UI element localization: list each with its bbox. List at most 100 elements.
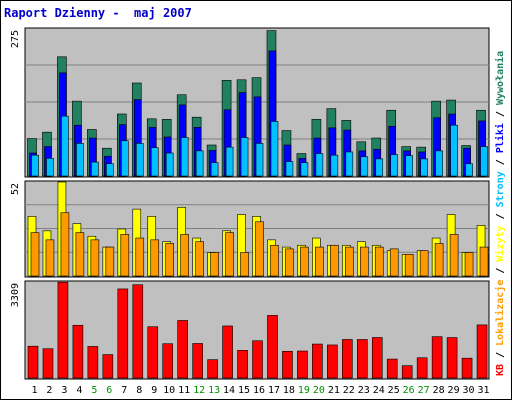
x-tick-label-day-7: 7: [121, 385, 127, 396]
bar-sites-day-22: [345, 246, 354, 277]
bar-kb-day-15: [237, 350, 248, 379]
y-max-label: 275: [10, 30, 21, 48]
legend-entry: KB: [495, 364, 506, 376]
bar-sites-day-23: [359, 246, 369, 277]
bar-kb-day-7: [117, 288, 129, 379]
bar-pages-day-1: [31, 154, 39, 177]
x-tick-label-day-6: 6: [106, 385, 112, 396]
bar-sites-day-14: [225, 232, 234, 277]
bar-kb-day-28: [431, 336, 443, 379]
bar-pages-day-7: [121, 140, 129, 177]
bar-kb-day-27: [416, 357, 428, 379]
bar-pages-day-24: [375, 158, 384, 177]
bar-kb-day-23: [356, 339, 368, 379]
bar-pages-day-18: [285, 161, 294, 177]
bar-kb-day-8: [132, 284, 144, 379]
bar-pages-day-31: [480, 146, 488, 177]
bar-pages-day-21: [330, 154, 339, 177]
legend-entry: Strony: [495, 171, 506, 213]
bar-sites-day-3: [60, 212, 70, 277]
bar-kb-day-6: [102, 354, 114, 379]
bar-pages-day-3: [61, 115, 69, 177]
x-tick-label-day-17: 17: [268, 385, 280, 396]
bar-sites-day-11: [180, 234, 189, 277]
bar-sites-day-15: [240, 252, 249, 277]
bar-kb-day-22: [342, 339, 353, 379]
bar-kb-day-25: [386, 358, 398, 379]
bar-sites-day-10: [165, 243, 175, 277]
bar-sites-day-27: [419, 250, 429, 277]
bar-sites-day-1: [30, 232, 40, 277]
bar-sites-day-9: [150, 239, 160, 277]
bar-pages-day-25: [390, 154, 399, 177]
bar-pages-day-9: [150, 147, 159, 177]
bar-pages-day-8: [135, 143, 144, 177]
legend-entry: /: [495, 352, 506, 364]
bar-pages-day-10: [165, 152, 174, 177]
bar-kb-day-16: [252, 340, 263, 379]
bar-pages-day-27: [420, 158, 428, 177]
bar-pages-day-23: [360, 156, 369, 177]
legend-entry: Wizyty: [494, 225, 506, 267]
bar-pages-day-14: [225, 146, 234, 177]
bar-sites-day-12: [195, 241, 204, 277]
x-tick-label-day-19: 19: [298, 385, 310, 396]
bar-kb-day-10: [162, 343, 174, 379]
bar-kb-day-11: [177, 320, 188, 379]
bar-sites-day-4: [75, 232, 85, 277]
y-max-label: 52: [10, 183, 21, 195]
bar-kb-day-12: [192, 343, 203, 379]
bar-kb-day-20: [312, 343, 323, 379]
x-tick-label-day-24: 24: [373, 385, 385, 396]
x-tick-label-day-18: 18: [283, 385, 295, 396]
x-tick-label-day-1: 1: [31, 385, 37, 396]
bar-kb-day-24: [371, 337, 383, 379]
x-tick-label-day-22: 22: [343, 385, 355, 396]
x-tick-label-day-31: 31: [477, 385, 489, 396]
x-tick-label-day-5: 5: [91, 385, 97, 396]
bar-pages-day-22: [345, 151, 354, 177]
bar-sites-day-28: [434, 243, 444, 277]
bar-kb-day-31: [476, 324, 488, 379]
bar-sites-day-30: [464, 252, 474, 277]
x-tick-label-day-11: 11: [178, 385, 190, 396]
bar-kb-day-19: [297, 350, 308, 379]
bar-sites-day-31: [479, 246, 489, 277]
legend-entry: /: [495, 159, 506, 171]
bar-pages-day-19: [300, 162, 309, 177]
x-tick-label-day-10: 10: [163, 385, 175, 396]
y-max-label: 3309: [10, 283, 21, 307]
bar-kb-day-9: [147, 326, 159, 379]
x-tick-label-day-25: 25: [388, 385, 400, 396]
legend-entry: /: [495, 213, 506, 225]
bar-sites-day-13: [210, 252, 219, 277]
bar-pages-day-28: [435, 150, 443, 177]
x-tick-label-day-15: 15: [238, 385, 250, 396]
x-tick-label-day-2: 2: [46, 385, 52, 396]
bar-kb-day-17: [267, 315, 278, 379]
bar-pages-day-11: [180, 137, 189, 177]
bar-pages-day-15: [240, 137, 249, 177]
bar-kb-day-13: [207, 359, 218, 379]
legend-entry: /: [495, 111, 506, 123]
bar-kb-day-4: [72, 324, 84, 379]
x-tick-label-day-28: 28: [433, 385, 445, 396]
bar-sites-day-2: [45, 239, 55, 277]
bar-kb-day-14: [222, 325, 233, 379]
bar-pages-day-2: [46, 158, 54, 177]
bar-pages-day-29: [450, 124, 458, 177]
bar-sites-day-17: [270, 244, 279, 277]
x-tick-label-day-23: 23: [358, 385, 370, 396]
bar-sites-day-29: [449, 234, 459, 277]
bar-sites-day-25: [389, 248, 399, 277]
bar-pages-day-16: [255, 143, 264, 177]
legend-entry: Pliki: [494, 123, 506, 159]
bar-kb-day-1: [27, 345, 39, 379]
bar-pages-day-30: [465, 163, 473, 177]
bar-sites-day-19: [300, 246, 309, 277]
bar-sites-day-26: [404, 254, 414, 277]
bar-sites-day-8: [135, 237, 145, 277]
bar-pages-day-6: [106, 163, 114, 177]
x-tick-label-day-14: 14: [223, 385, 235, 396]
